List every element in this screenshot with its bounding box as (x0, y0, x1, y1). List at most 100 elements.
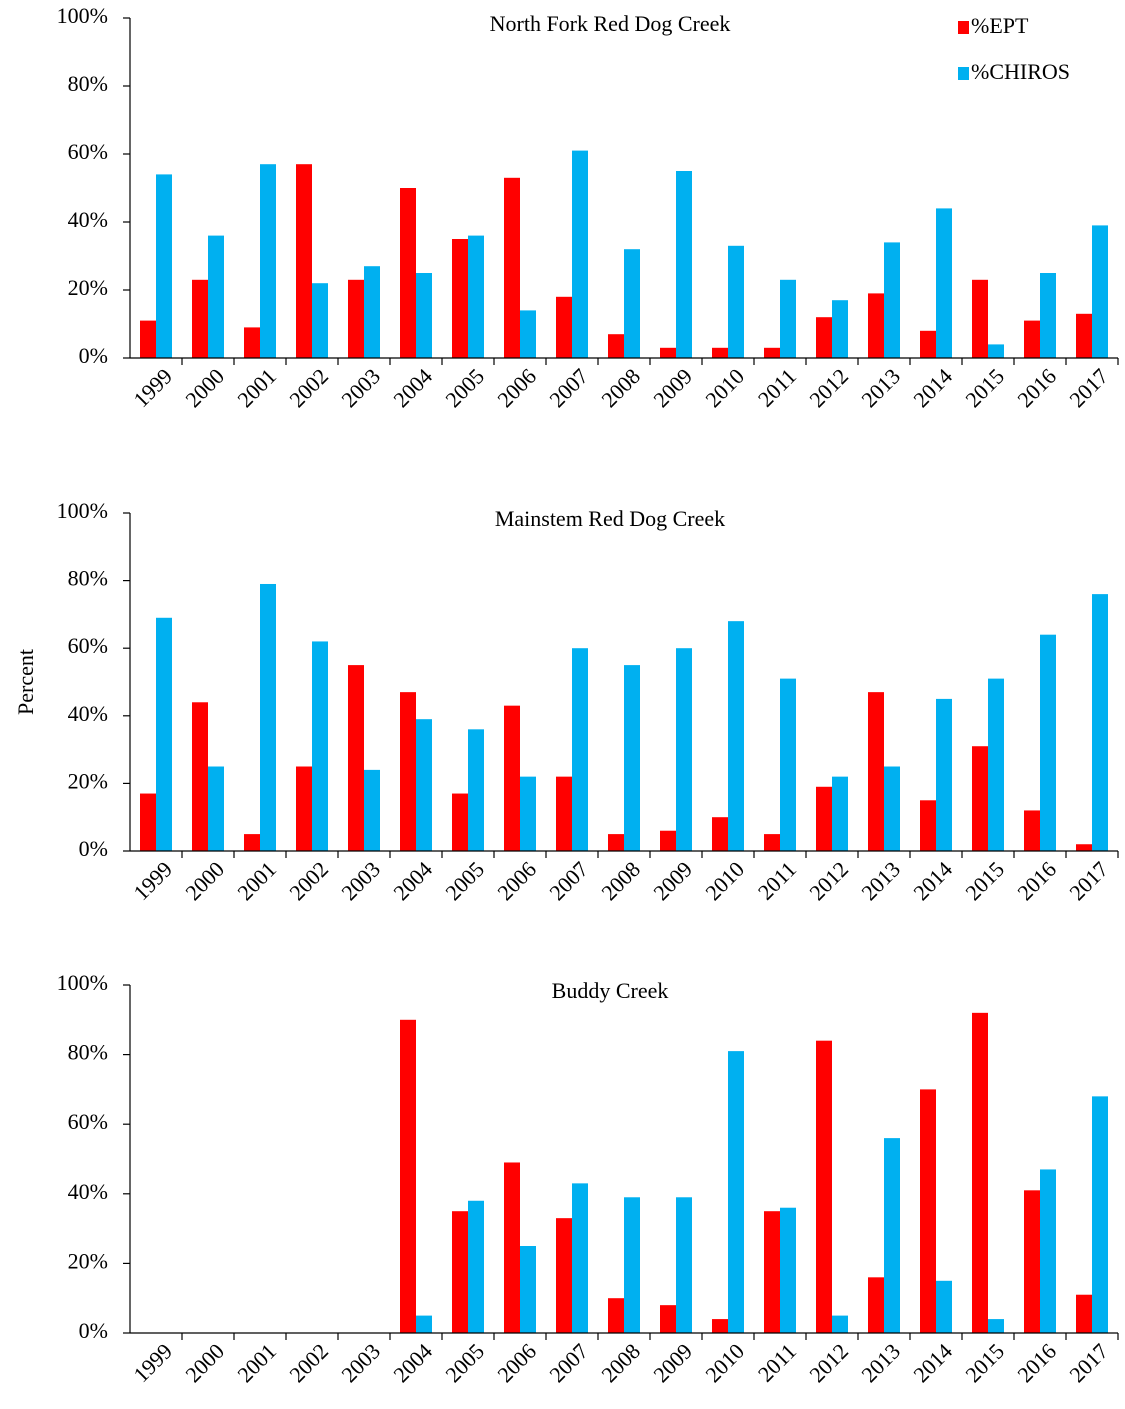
y-tick-label: 80% (68, 1040, 108, 1065)
bar (920, 330, 936, 358)
x-tick-label: 2001 (232, 856, 281, 905)
bar (1076, 1294, 1092, 1333)
y-tick-label: 20% (68, 1248, 108, 1273)
bar (400, 188, 416, 358)
y-tick-label: 60% (68, 633, 108, 658)
y-tick-label: 40% (68, 1179, 108, 1204)
x-tick-label: 2008 (596, 363, 645, 412)
bar (504, 177, 520, 358)
x-tick-label: 2012 (804, 856, 853, 905)
bar (416, 719, 432, 851)
x-tick-label: 2005 (440, 363, 489, 412)
bar (520, 1246, 536, 1333)
bar (884, 766, 900, 851)
bar (1092, 1096, 1108, 1333)
bar (260, 583, 276, 851)
bar (728, 621, 744, 851)
x-tick-label: 2000 (180, 1338, 229, 1387)
x-tick-label: 2004 (388, 1338, 437, 1387)
x-tick-label: 2004 (388, 363, 437, 412)
x-tick-label: 2010 (700, 856, 749, 905)
bar (712, 817, 728, 851)
x-tick-label: 1999 (128, 856, 177, 905)
bar (452, 239, 468, 358)
bar (452, 1211, 468, 1333)
bar (192, 279, 208, 358)
bar (712, 1319, 728, 1333)
bar (972, 279, 988, 358)
x-tick-label: 2000 (180, 363, 229, 412)
bar (608, 334, 624, 358)
x-tick-label: 2015 (960, 1338, 1009, 1387)
x-tick-label: 2012 (804, 1338, 853, 1387)
bar (1040, 1169, 1056, 1333)
x-tick-label: 2007 (544, 856, 593, 905)
legend-swatch (958, 21, 969, 34)
x-tick-label: 1999 (128, 1338, 177, 1387)
x-tick-label: 2006 (492, 1338, 541, 1387)
x-tick-label: 2017 (1064, 363, 1113, 412)
bar (868, 293, 884, 358)
legend-swatch (958, 67, 969, 80)
legend-label: %CHIROS (971, 59, 1070, 84)
bar (1024, 1190, 1040, 1333)
x-tick-label: 2010 (700, 1338, 749, 1387)
bar (208, 235, 224, 358)
x-tick-label: 1999 (128, 363, 177, 412)
y-tick-label: 0% (79, 1318, 108, 1343)
bar (1040, 634, 1056, 851)
bar (936, 1280, 952, 1333)
bar (156, 617, 172, 851)
bar (764, 834, 780, 851)
bar (780, 1207, 796, 1333)
bar (608, 1298, 624, 1333)
bar (764, 1211, 780, 1333)
x-tick-label: 2006 (492, 363, 541, 412)
bar (676, 648, 692, 851)
bar (624, 665, 640, 851)
x-tick-label: 2013 (856, 856, 905, 905)
bar (624, 249, 640, 358)
bar (920, 1089, 936, 1333)
y-tick-label: 80% (68, 71, 108, 96)
chart-title: Buddy Creek (552, 978, 669, 1003)
bar (296, 766, 312, 851)
x-tick-label: 2014 (908, 856, 957, 905)
bar (520, 776, 536, 851)
bar (868, 1277, 884, 1333)
bar (988, 1319, 1004, 1333)
bar (660, 1305, 676, 1333)
bar (660, 830, 676, 851)
bar (780, 279, 796, 358)
x-tick-label: 2002 (284, 363, 333, 412)
bar (676, 171, 692, 358)
bar (1024, 810, 1040, 851)
legend-label: %EPT (971, 13, 1029, 38)
bar (1092, 594, 1108, 851)
bar (712, 347, 728, 358)
bar (1092, 225, 1108, 358)
x-tick-label: 2017 (1064, 1338, 1113, 1387)
bar (312, 283, 328, 358)
x-tick-label: 2009 (648, 1338, 697, 1387)
chart-title: North Fork Red Dog Creek (490, 11, 731, 36)
bar (468, 729, 484, 851)
bar (816, 786, 832, 851)
bar (572, 150, 588, 358)
x-tick-label: 2003 (336, 856, 385, 905)
x-tick-label: 2016 (1012, 363, 1061, 412)
bar (572, 1183, 588, 1333)
bar (988, 344, 1004, 358)
y-tick-label: 40% (68, 207, 108, 232)
y-tick-label: 0% (79, 836, 108, 861)
x-tick-label: 2002 (284, 856, 333, 905)
bar (504, 1162, 520, 1333)
y-tick-label: 100% (57, 970, 108, 995)
bar (296, 164, 312, 358)
x-tick-label: 2012 (804, 363, 853, 412)
bar (244, 327, 260, 358)
y-tick-label: 0% (79, 343, 108, 368)
bar (1076, 313, 1092, 358)
x-tick-label: 2007 (544, 363, 593, 412)
